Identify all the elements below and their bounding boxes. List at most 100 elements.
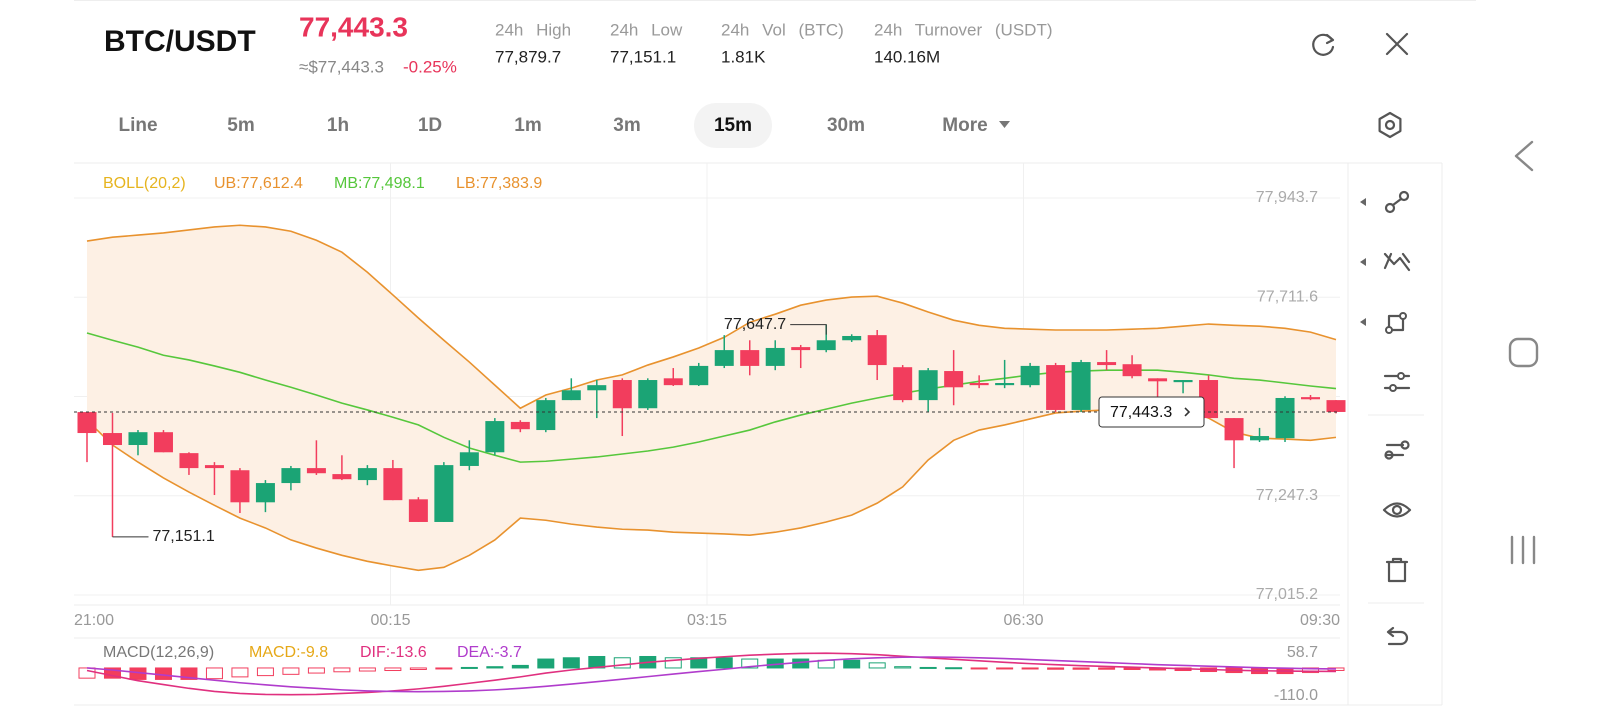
candle-body	[102, 433, 122, 446]
candle-body	[1250, 436, 1270, 441]
interval-tab[interactable]: 1h	[327, 115, 349, 136]
interval-tab[interactable]: 30m	[827, 115, 865, 136]
stat-label: 24h Turnover (USDT)	[874, 20, 1053, 39]
candle-body	[434, 465, 454, 522]
candle-body	[230, 470, 250, 503]
candle-body	[510, 421, 530, 430]
candle-body	[1148, 378, 1168, 382]
macd-bar	[78, 667, 96, 679]
nav-recents[interactable]	[1510, 535, 1536, 565]
candle-body	[281, 468, 301, 484]
legend-entry: UB:77,612.4	[214, 175, 303, 192]
macd-bar	[1123, 667, 1141, 670]
candle-body	[714, 350, 734, 366]
candle-body	[204, 465, 224, 469]
fiat-price: ≈$77,443.3	[299, 57, 384, 76]
candle-body	[918, 370, 938, 401]
macd-bar	[231, 667, 249, 678]
pair-name: BTC/USDT	[104, 25, 256, 58]
candle-body	[1326, 400, 1346, 412]
candle-body	[1071, 362, 1091, 410]
interval-tab[interactable]: Line	[118, 115, 157, 136]
undo-tool[interactable]	[1386, 626, 1409, 646]
shape-tool[interactable]	[1385, 312, 1407, 334]
trend-line-tool[interactable]	[1384, 190, 1410, 214]
settings-button[interactable]	[1378, 111, 1402, 139]
macd-bar	[1098, 667, 1116, 670]
polyline-tool[interactable]	[1383, 252, 1411, 272]
stat-value: 140.16M	[874, 47, 940, 66]
candle-body	[357, 468, 377, 481]
macd-bar	[970, 667, 988, 670]
interval-tab[interactable]: 3m	[613, 115, 640, 136]
macd-bar	[715, 657, 733, 669]
macd-bar	[282, 667, 300, 675]
macd-bar	[205, 667, 223, 680]
candle-body	[459, 452, 479, 466]
candle-body	[255, 483, 275, 503]
candle-body	[485, 421, 505, 453]
visibility-tool[interactable]	[1382, 502, 1412, 518]
candle-body	[944, 371, 964, 388]
y-tick-label: 77,015.2	[1256, 586, 1318, 603]
y-tick-label: 77,711.6	[1257, 288, 1318, 305]
price-change: -0.25%	[403, 57, 457, 76]
candle-body	[1301, 397, 1321, 400]
macd-bar	[409, 667, 427, 670]
candle-body	[1173, 380, 1193, 383]
interval-tab[interactable]: 1m	[514, 115, 541, 136]
content: BTC/USDT 77,443.3 ≈$77,443.3 -0.25% 24h High…	[74, 11, 1346, 704]
candle-body	[842, 335, 862, 341]
candle-body	[867, 335, 887, 366]
candle-body	[969, 383, 989, 386]
macd-bar	[868, 662, 886, 669]
candle-body	[1020, 365, 1040, 386]
legend-entry: MACD:-9.8	[249, 644, 328, 661]
macd-bar	[384, 667, 402, 672]
delete-tool[interactable]	[1385, 557, 1409, 583]
drawing-toolbar	[1360, 190, 1424, 646]
last-price-box[interactable]	[1098, 396, 1205, 428]
indicator-tool[interactable]	[1383, 372, 1411, 392]
stat-label: 24h High	[495, 20, 571, 39]
interval-tab[interactable]: 1D	[418, 115, 442, 136]
x-tick-label: 00:15	[370, 612, 410, 629]
candle-body	[1046, 365, 1066, 410]
candle-body	[306, 468, 326, 474]
indicator-label: BOLL(20,2)	[103, 175, 186, 192]
nav-back[interactable]	[1514, 140, 1534, 172]
stat-value: 77,151.1	[610, 47, 676, 66]
macd-bar	[1047, 667, 1065, 670]
macd-bar	[537, 658, 555, 669]
candle-body	[893, 367, 913, 401]
candle-body	[408, 499, 428, 522]
band-line	[86, 224, 1337, 410]
stat-label: 24h Low	[610, 20, 683, 39]
last-price-chevron	[1184, 407, 1191, 417]
x-tick-label: 03:15	[687, 612, 727, 629]
candle-body	[816, 340, 836, 351]
macd-title: MACD(12,26,9)	[103, 644, 214, 661]
macd-bar	[664, 657, 682, 669]
candle-body	[1122, 364, 1142, 377]
refresh-button[interactable]	[1312, 33, 1335, 56]
candle-body	[791, 347, 811, 351]
macd-bar	[333, 667, 351, 673]
nav-home[interactable]	[1508, 337, 1539, 368]
candle-body	[1097, 362, 1117, 366]
candle-body	[332, 474, 352, 480]
legend-entry: DEA:-3.7	[457, 644, 522, 661]
interval-tab[interactable]: 5m	[227, 115, 254, 136]
interval-tab[interactable]: 15m	[714, 115, 752, 136]
candle-body	[638, 380, 658, 409]
last-price-label: 77,443.3	[1110, 404, 1172, 421]
interval-tab[interactable]: More	[942, 115, 987, 136]
candle-body	[689, 365, 709, 386]
template-tool[interactable]	[1384, 440, 1410, 460]
close-button[interactable]	[1385, 32, 1409, 56]
y-tick-label: 77,247.3	[1256, 487, 1318, 504]
x-tick-label: 21:00	[74, 612, 114, 629]
legend-entry: LB:77,383.9	[456, 175, 542, 192]
